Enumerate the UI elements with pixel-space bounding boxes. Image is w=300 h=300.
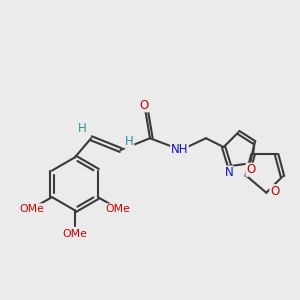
Text: OMe: OMe	[19, 204, 44, 214]
Text: OMe: OMe	[62, 229, 87, 239]
Text: N: N	[224, 166, 233, 179]
Text: OMe: OMe	[106, 204, 131, 214]
Text: H: H	[125, 135, 134, 148]
Text: NH: NH	[171, 143, 188, 157]
Text: O: O	[270, 185, 279, 198]
Text: H: H	[78, 122, 87, 135]
Text: O: O	[140, 99, 149, 112]
Text: O: O	[246, 163, 255, 176]
